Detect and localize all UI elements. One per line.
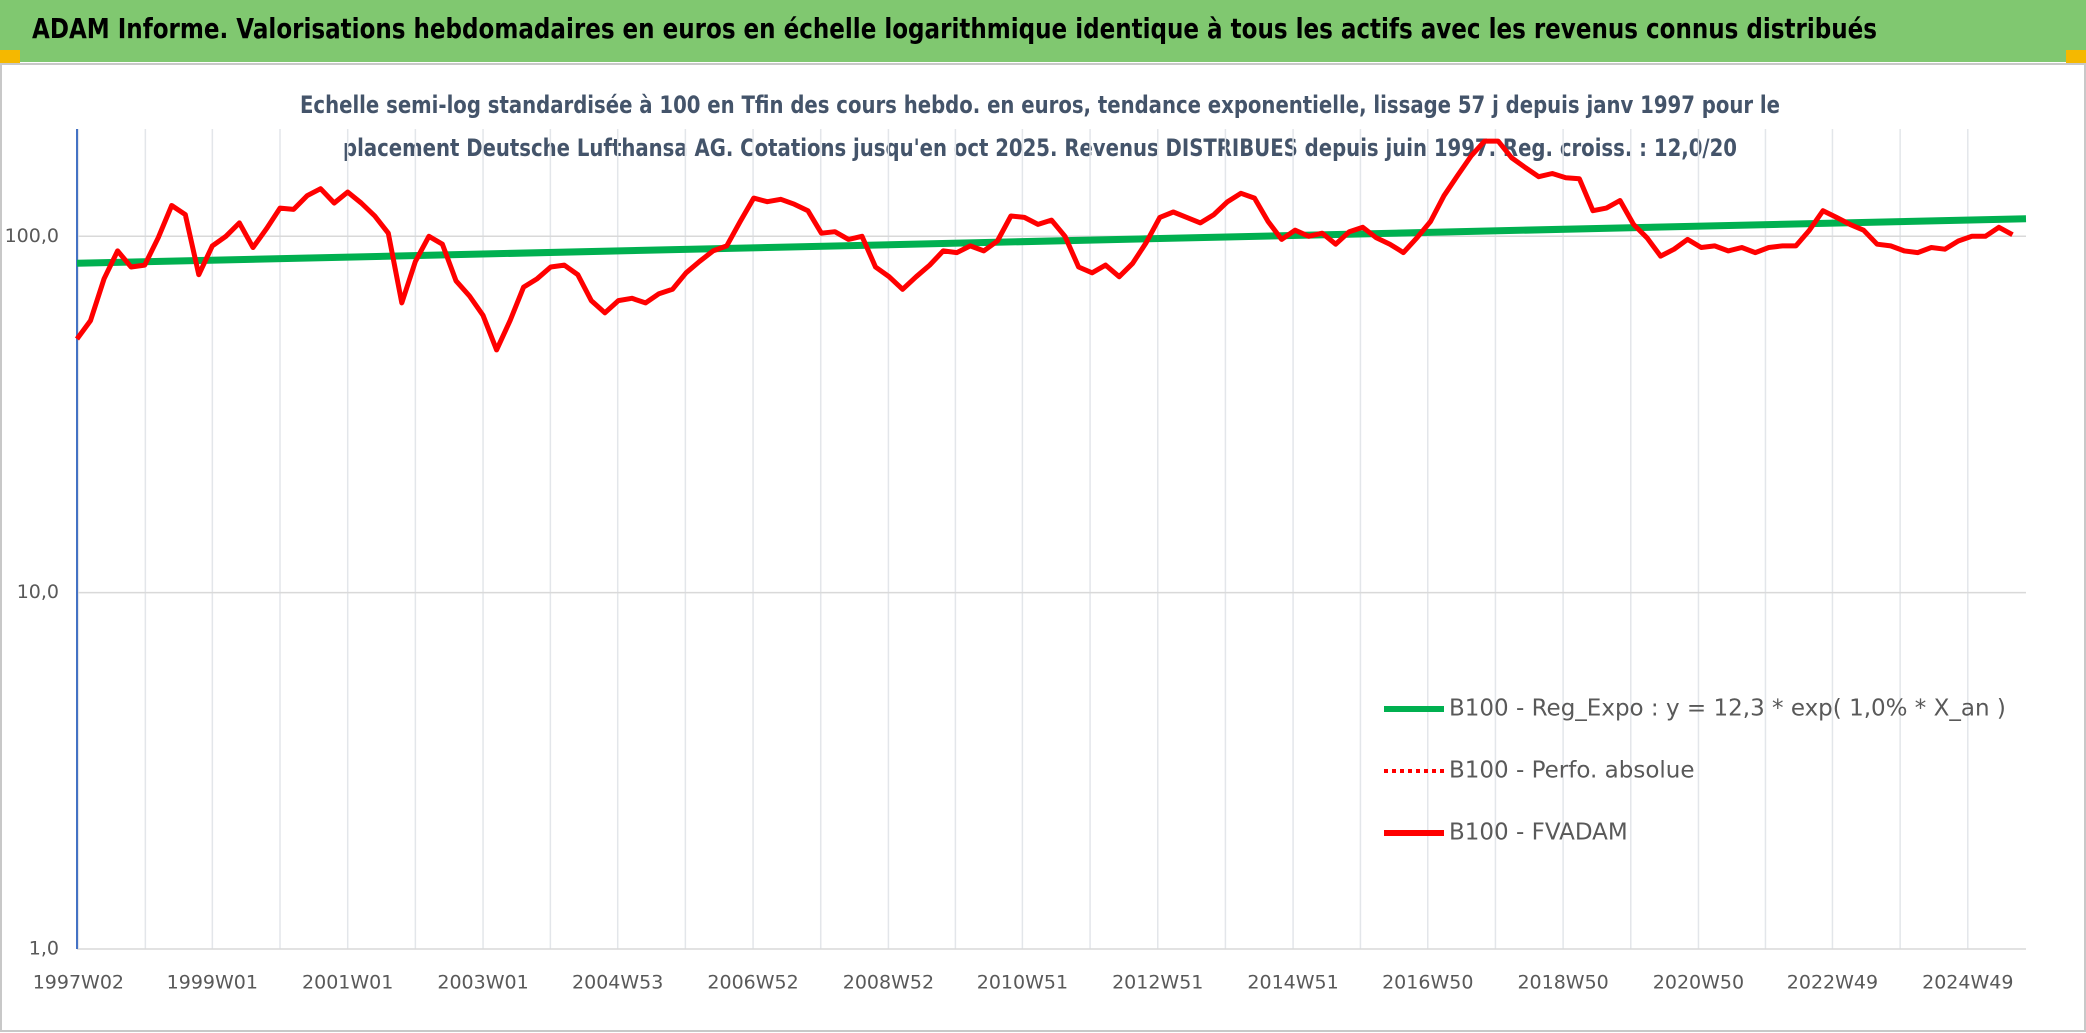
x-tick-label: 2014W51 xyxy=(1247,972,1338,994)
corner-mark xyxy=(2066,50,2086,64)
x-tick-label: 2010W51 xyxy=(977,972,1068,994)
x-tick-label: 2024W49 xyxy=(1922,972,2013,994)
x-tick-label: 1997W02 xyxy=(33,972,124,994)
x-tick-label: 2022W49 xyxy=(1787,972,1878,994)
series-line xyxy=(74,138,2014,353)
chart-frame xyxy=(0,63,2086,1032)
legend-label: B100 - Perfo. absolue xyxy=(1449,758,1695,784)
x-tick-label: 1999W01 xyxy=(167,972,258,994)
x-tick-label: 2004W53 xyxy=(572,972,663,994)
chart-subtitle: placement Deutsche Lufthansa AG. Cotatio… xyxy=(343,134,1737,162)
x-tick-label: 2012W51 xyxy=(1112,972,1203,994)
y-tick-label: 10,0 xyxy=(17,581,59,603)
legend-label: B100 - Reg_Expo : y = 12,3 * exp( 1,0% *… xyxy=(1449,696,2006,722)
x-tick-label: 2003W01 xyxy=(437,972,528,994)
y-tick-label: 1,0 xyxy=(29,938,59,960)
y-tick-label: 100,0 xyxy=(5,225,59,247)
legend-label: B100 - FVADAM xyxy=(1449,820,1628,846)
x-tick-label: 2016W50 xyxy=(1382,972,1473,994)
x-tick-label: 2001W01 xyxy=(302,972,393,994)
header-bar xyxy=(0,0,2086,62)
series-line xyxy=(76,215,2027,267)
chart-subtitle: Echelle semi-log standardisée à 100 en T… xyxy=(300,91,1780,119)
x-tick-label: 2020W50 xyxy=(1653,972,1744,994)
x-tick-label: 2006W52 xyxy=(707,972,798,994)
corner-mark xyxy=(0,50,20,64)
x-tick-label: 2018W50 xyxy=(1517,972,1608,994)
x-tick-label: 2008W52 xyxy=(843,972,934,994)
header-title: ADAM Informe. Valorisations hebdomadaire… xyxy=(32,12,1877,45)
